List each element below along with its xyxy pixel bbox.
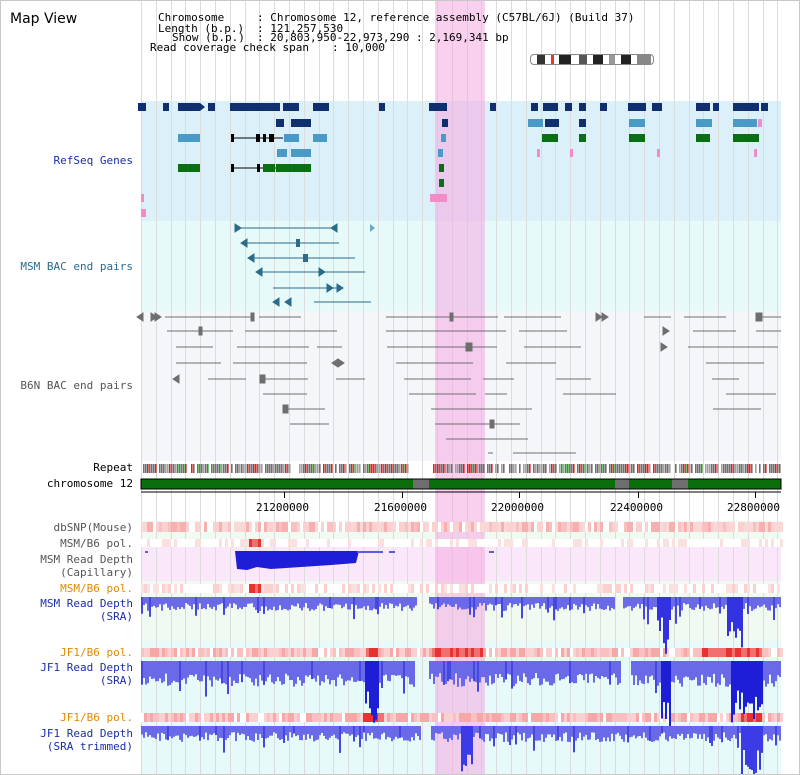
axis-tick-label: 22400000 — [610, 501, 663, 514]
selected-region-highlight[interactable] — [435, 1, 485, 774]
track-label-dbsnp: dbSNP(Mouse) — [53, 521, 133, 534]
coverage-value: : 10,000 — [332, 41, 385, 54]
track-label-msm-cap-1: MSM Read Depth — [40, 553, 133, 566]
track-label-jf1-sra-2: (SRA) — [99, 674, 133, 687]
show-label: Show (b.p.) — [172, 31, 245, 44]
msm-sra-depth[interactable] — [141, 597, 781, 654]
track-label-msm-b6-pol-2: MSM/B6 pol. — [60, 582, 133, 595]
axis-tick-mark — [638, 492, 639, 498]
axis-tick-label: 22800000 — [727, 501, 780, 514]
jf1-sra-depth[interactable] — [141, 661, 781, 729]
chromosome-bar[interactable] — [140, 478, 782, 493]
axis-tick-mark — [755, 492, 756, 498]
axis-tick-label: 21600000 — [374, 501, 427, 514]
track-label-msm-bac: MSM BAC end pairs — [20, 260, 133, 273]
axis-tick-mark — [284, 492, 285, 498]
show-value: : 20,803,950-22,973,290 : 2,169,341 bp — [257, 31, 509, 44]
track-label-msm-sra-2: (SRA) — [99, 610, 133, 623]
page-title: Map View — [10, 11, 78, 27]
jf1-b6-pol-track-2[interactable] — [141, 713, 783, 722]
track-label-repeat: Repeat — [93, 461, 133, 474]
axis-tick-label: 22000000 — [491, 501, 544, 514]
track-label-msm-cap-2: (Capillary) — [60, 566, 133, 579]
refseq-gene-features[interactable] — [138, 103, 768, 217]
dbsnp-track[interactable] — [141, 522, 783, 532]
track-label-msm-b6-pol-1: MSM/B6 pol. — [60, 537, 133, 550]
chromosome-value: : Chromosome 12, reference assembly (C57… — [257, 11, 635, 24]
track-label-jf1-b6-pol-2: JF1/B6 pol. — [60, 711, 133, 724]
track-label-jf1-sra-1: JF1 Read Depth — [40, 661, 133, 674]
jf1-sra-trimmed-depth[interactable] — [141, 726, 781, 775]
chromosome-label: Chromosome — [158, 11, 225, 24]
msm-bac-end-pairs[interactable] — [234, 223, 375, 307]
track-label-refseq: RefSeq Genes — [53, 154, 133, 167]
axis-tick-label: 21200000 — [256, 501, 309, 514]
track-label-jf1-trim-2: (SRA trimmed) — [46, 740, 133, 753]
b6n-bac-end-pairs[interactable] — [136, 312, 781, 454]
track-label-jf1-b6-pol-1: JF1/B6 pol. — [60, 646, 133, 659]
jf1-b6-pol-track[interactable] — [141, 648, 783, 657]
repeat-track[interactable] — [143, 464, 781, 473]
msm-b6-pol-track[interactable] — [141, 539, 783, 547]
track-label-jf1-trim-1: JF1 Read Depth — [40, 727, 133, 740]
length-label: Length (b.p.) — [158, 22, 245, 35]
track-label-msm-sra-1: MSM Read Depth — [40, 597, 133, 610]
track-label-b6n-bac: B6N BAC end pairs — [20, 379, 133, 392]
length-value: : 121,257,530 — [257, 22, 344, 35]
chromosome-ideogram[interactable] — [530, 54, 654, 65]
track-label-chromosome: chromosome 12 — [46, 477, 133, 490]
axis-tick-mark — [519, 492, 520, 498]
msm-b6-pol-track-2[interactable] — [141, 584, 783, 593]
axis-tick-mark — [402, 492, 403, 498]
coverage-label: Read coverage check span — [150, 41, 309, 54]
msm-capillary-depth[interactable] — [145, 551, 494, 570]
